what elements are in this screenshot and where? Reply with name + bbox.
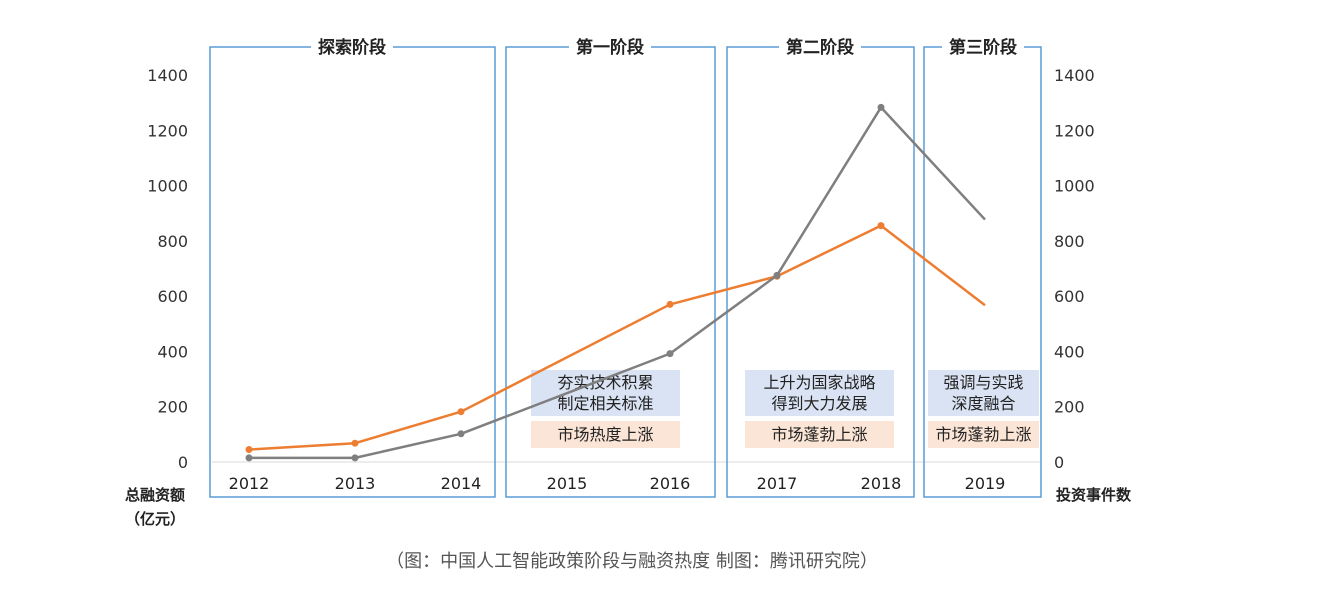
investment-count-point: [245, 454, 253, 462]
investment-count-point: [877, 103, 885, 111]
phase-title: 第三阶段: [949, 37, 1017, 58]
market-note-text: 市场蓬勃上涨: [771, 425, 867, 444]
left-y-tick-label: 600: [157, 287, 188, 306]
market-note-box: [928, 421, 1039, 448]
policy-note-box: [745, 370, 894, 416]
right-y-tick-label: 600: [1054, 287, 1085, 306]
policy-note-text: 制定相关标准: [557, 394, 653, 413]
phase-frame: [923, 46, 1042, 498]
x-tick-label: 2017: [757, 474, 798, 493]
right-y-tick-label: 800: [1054, 232, 1085, 251]
right-y-tick-label: 1200: [1054, 121, 1095, 140]
market-note-text: 市场热度上涨: [557, 425, 653, 444]
financing-amount-point: [351, 439, 359, 447]
right-y-tick-label: 400: [1054, 342, 1085, 361]
market-note-box: [745, 421, 894, 448]
phase-frame: [726, 46, 915, 498]
phase-title: 第一阶段: [576, 37, 644, 58]
policy-note-text: 强调与实践: [943, 373, 1023, 392]
x-tick-label: 2015: [547, 474, 588, 493]
x-tick-label: 2012: [229, 474, 270, 493]
financing-amount-point: [245, 446, 253, 454]
phase-title: 第二阶段: [786, 37, 854, 58]
right-axis-title: 投资事件数: [1056, 486, 1132, 504]
left-y-tick-label: 1200: [147, 121, 188, 140]
x-tick-label: 2019: [965, 474, 1006, 493]
left-y-tick-label: 800: [157, 232, 188, 251]
left-y-tick-label: 1000: [147, 177, 188, 196]
chart-caption: （图：中国人工智能政策阶段与融资热度 制图：腾讯研究院）: [386, 551, 878, 572]
x-tick-label: 2018: [861, 474, 902, 493]
left-y-tick-label: 1400: [147, 66, 188, 85]
financing-amount-point: [666, 300, 674, 308]
policy-note-text: 得到大力发展: [771, 394, 867, 413]
market-note-text: 市场蓬勃上涨: [935, 425, 1031, 444]
investment-count-point: [773, 271, 781, 279]
left-axis-unit: （亿元）: [125, 510, 185, 528]
investment-count-point: [457, 430, 465, 438]
x-tick-label: 2016: [650, 474, 691, 493]
phase-title: 探索阶段: [318, 37, 386, 58]
policy-note-text: 夯实技术积累: [557, 373, 653, 392]
phase-frame: [209, 46, 496, 498]
financing-amount-point: [877, 222, 885, 230]
left-y-tick-label: 0: [178, 453, 188, 472]
policy-note-text: 上升为国家战略: [763, 373, 875, 392]
right-y-tick-label: 0: [1054, 453, 1064, 472]
market-note-box: [531, 421, 680, 448]
x-tick-label: 2013: [335, 474, 376, 493]
investment-count-point: [351, 454, 359, 462]
left-y-tick-label: 400: [157, 342, 188, 361]
policy-note-text: 深度融合: [951, 394, 1015, 413]
phase-frame: [505, 46, 716, 498]
right-y-tick-label: 1000: [1054, 177, 1095, 196]
left-y-tick-label: 200: [157, 398, 188, 417]
left-axis-title: 总融资额: [125, 486, 185, 504]
right-y-tick-label: 1400: [1054, 66, 1095, 85]
financing-amount-point: [457, 408, 465, 416]
investment-count-point: [666, 350, 674, 358]
x-tick-label: 2014: [441, 474, 482, 493]
right-y-tick-label: 200: [1054, 398, 1085, 417]
policy-note-box: [928, 370, 1039, 416]
